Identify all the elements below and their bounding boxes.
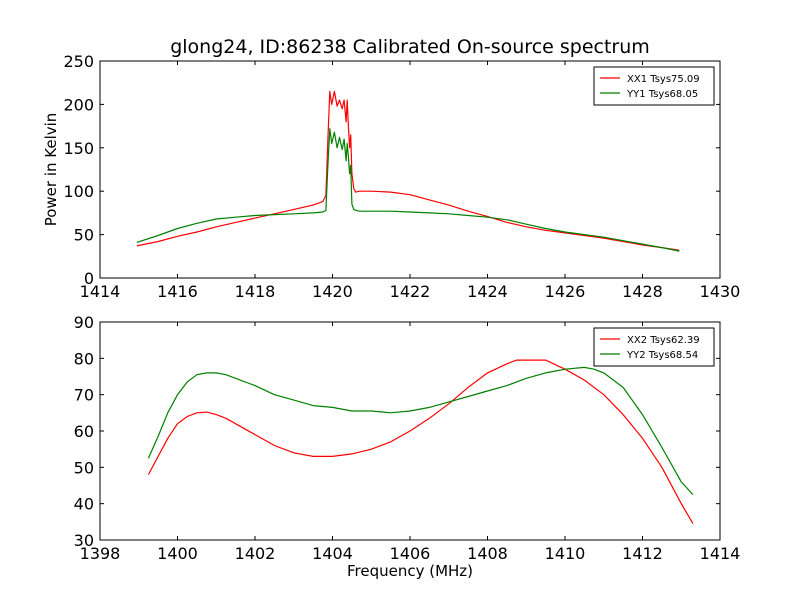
top-x-tick-label: 1416	[157, 282, 198, 301]
bottom-axis-ticks: 1398 1400 1402 1404 1406 1408 1410 1412 1414 30 40…	[74, 313, 741, 563]
bottom-series-line-0	[147, 359, 694, 524]
bottom-x-axis-label: Frequency (MHz)	[347, 562, 473, 580]
top-series-line-1	[136, 128, 680, 252]
top-legend-box	[593, 66, 715, 106]
top-panel: 1414 1416 1418 1420 1422 1424 1426 1428 1430 0 50 1…	[42, 52, 740, 301]
top-x-tick-label: 1414	[80, 282, 121, 301]
bottom-y-tick-label: 60	[74, 422, 94, 441]
top-x-tick-label: 1430	[700, 282, 741, 301]
bottom-y-tick-label: 50	[74, 458, 94, 477]
top-x-tick-label: 1424	[467, 282, 508, 301]
top-x-tick-label: 1418	[235, 282, 276, 301]
bottom-x-tick-label: 1412	[622, 544, 663, 563]
top-y-tick-label: 250	[63, 52, 94, 71]
bottom-x-tick-label: 1408	[467, 544, 508, 563]
top-y-tick-label: 200	[63, 95, 94, 114]
bottom-x-tick-label: 1402	[235, 544, 276, 563]
top-series-line-0	[136, 90, 680, 251]
bottom-x-tick-label: 1398	[80, 544, 121, 563]
bottom-y-tick-label: 30	[74, 531, 94, 550]
top-plot-lines	[136, 90, 680, 252]
bottom-y-tick-label: 70	[74, 386, 94, 405]
chart-title: glong24, ID:86238 Calibrated On-source s…	[170, 36, 650, 58]
top-x-tick-label: 1428	[622, 282, 663, 301]
top-x-tick-label: 1422	[390, 282, 431, 301]
top-axis-ticks: 1414 1416 1418 1420 1422 1424 1426 1428 1430 0 50 1…	[63, 52, 740, 301]
bottom-y-tick-label: 90	[74, 313, 94, 332]
top-x-tick-label: 1420	[312, 282, 353, 301]
bottom-legend-box	[593, 327, 715, 367]
bottom-x-tick-label: 1406	[390, 544, 431, 563]
top-y-tick-label: 0	[84, 269, 94, 288]
bottom-x-tick-label: 1410	[545, 544, 586, 563]
bottom-panel: 1398 1400 1402 1404 1406 1408 1410 1412 1414 30 40…	[74, 313, 741, 580]
top-legend: XX1 Tsys75.09 YY1 Tsys68.05	[593, 66, 715, 106]
top-y-axis-label: Power in Kelvin	[42, 113, 60, 227]
top-legend-label-xx1: XX1 Tsys75.09	[627, 74, 700, 85]
bottom-x-tick-label: 1400	[157, 544, 198, 563]
top-y-tick-label: 100	[63, 182, 94, 201]
bottom-x-tick-label: 1404	[312, 544, 353, 563]
bottom-y-tick-label: 80	[74, 349, 94, 368]
top-y-tick-label: 50	[74, 226, 94, 245]
bottom-series-line-1	[147, 366, 694, 496]
top-y-tick-label: 150	[63, 139, 94, 158]
bottom-plot-lines	[147, 359, 694, 524]
bottom-legend-label-xx2: XX2 Tsys62.39	[627, 335, 700, 346]
bottom-x-tick-label: 1414	[700, 544, 741, 563]
bottom-y-tick-label: 40	[74, 495, 94, 514]
bottom-legend: XX2 Tsys62.39 YY2 Tsys68.54	[593, 327, 715, 367]
bottom-legend-label-yy2: YY2 Tsys68.54	[626, 350, 698, 361]
top-legend-label-yy1: YY1 Tsys68.05	[626, 89, 698, 100]
top-x-tick-label: 1426	[545, 282, 586, 301]
